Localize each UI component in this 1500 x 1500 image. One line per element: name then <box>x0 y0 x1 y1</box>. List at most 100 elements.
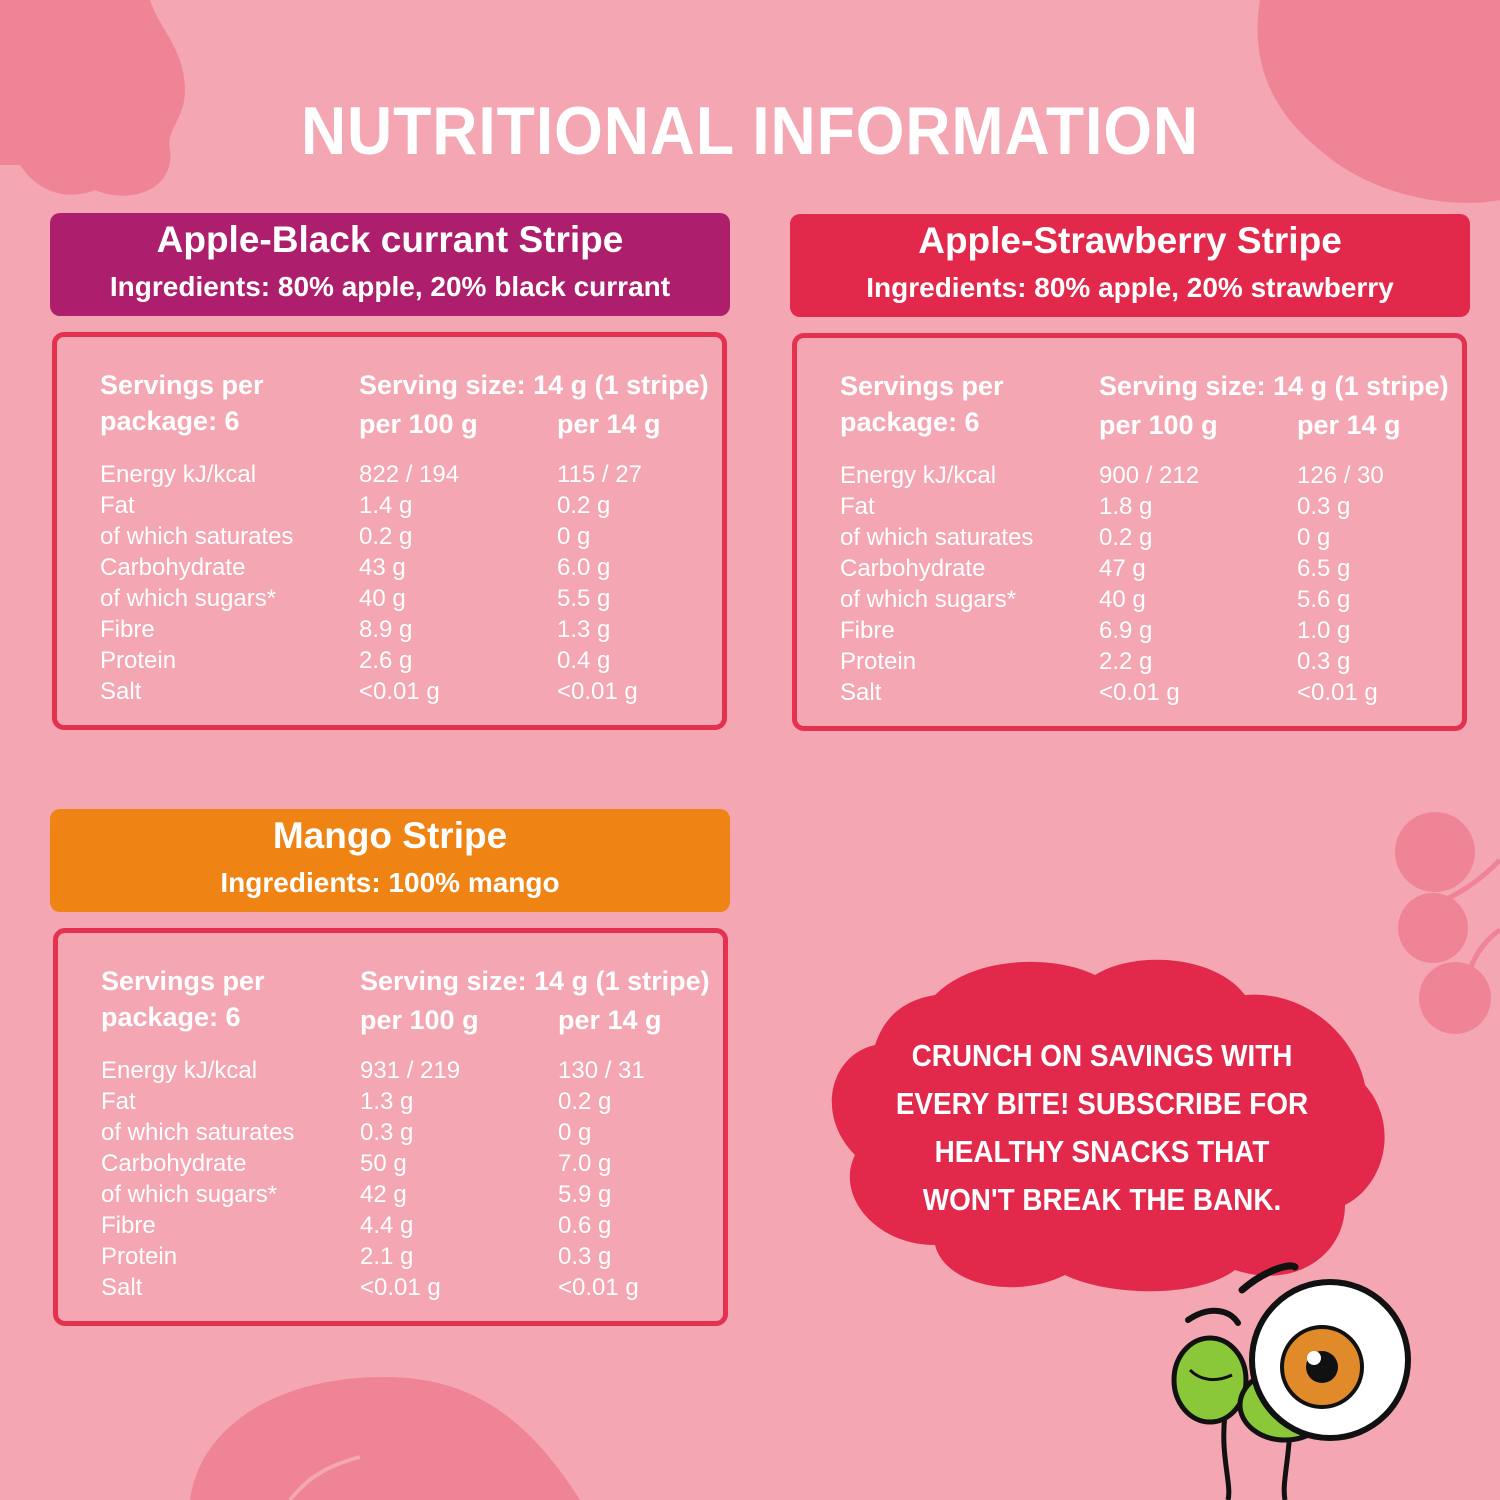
value-per-100g: 4.4 g <box>360 1212 414 1239</box>
column-header-per-14g: per 14 g <box>1297 410 1401 440</box>
column-header-per-100g: per 100 g <box>1099 410 1218 440</box>
value-per-14g: 6.5 g <box>1297 555 1351 582</box>
nutrition-table-blackcurrant: Servings per package: 6 Serving size: 14… <box>52 332 727 730</box>
value-per-100g: 1.3 g <box>360 1088 414 1115</box>
berry-branch-icon <box>1395 812 1500 1034</box>
nutrient-name: of which saturates <box>100 523 294 550</box>
value-per-100g: 1.8 g <box>1099 493 1153 520</box>
value-per-14g: <0.01 g <box>558 1274 639 1301</box>
value-per-100g: 8.9 g <box>359 616 413 643</box>
value-per-14g: 0.2 g <box>557 492 611 519</box>
value-per-100g: 822 / 194 <box>359 461 460 488</box>
serving-size: Serving size: 14 g (1 stripe) <box>360 966 710 996</box>
product-header-strawberry: Apple-Strawberry Stripe Ingredients: 80%… <box>790 214 1470 317</box>
nutrient-name: Energy kJ/kcal <box>840 462 997 489</box>
nutrient-name: Carbohydrate <box>840 555 986 582</box>
servings-per-package: Servings per package: 6 <box>100 370 264 436</box>
value-per-100g: 40 g <box>1099 586 1146 613</box>
serving-size: Serving size: 14 g (1 stripe) <box>359 370 709 400</box>
value-per-14g: 1.3 g <box>557 616 611 643</box>
value-per-14g: <0.01 g <box>1297 679 1378 706</box>
value-per-100g: 40 g <box>359 585 406 612</box>
value-per-100g: 2.6 g <box>359 647 413 674</box>
product-header-blackcurrant: Apple-Black currant Stripe Ingredients: … <box>50 213 730 316</box>
value-per-14g: 6.0 g <box>557 554 611 581</box>
product-name: Apple-Strawberry Stripe <box>918 220 1342 261</box>
leaf-decoration-icon <box>190 1376 580 1500</box>
nutrient-name: Carbohydrate <box>100 554 246 581</box>
nutrient-name: Carbohydrate <box>101 1150 247 1177</box>
column-header-per-100g: per 100 g <box>360 1005 479 1035</box>
column-header-per-100g: per 100 g <box>359 409 478 439</box>
value-per-14g: 5.5 g <box>557 585 611 612</box>
berry-leaf-icon <box>0 0 185 196</box>
nutrient-name: Protein <box>840 648 917 675</box>
nutrient-name: of which saturates <box>101 1119 295 1146</box>
value-per-100g: 0.3 g <box>360 1119 414 1146</box>
nutrient-name: Salt <box>100 678 142 705</box>
value-per-14g: 0.2 g <box>558 1088 612 1115</box>
value-per-14g: 0 g <box>557 523 591 550</box>
value-per-100g: 42 g <box>360 1181 407 1208</box>
nutrition-table-strawberry: Servings per package: 6 Serving size: 14… <box>792 333 1467 731</box>
value-per-14g: 0 g <box>1297 524 1331 551</box>
value-per-100g: 0.2 g <box>1099 524 1153 551</box>
product-name: Mango Stripe <box>272 815 508 856</box>
value-per-100g: 6.9 g <box>1099 617 1153 644</box>
value-per-14g: <0.01 g <box>557 678 638 705</box>
value-per-100g: <0.01 g <box>359 678 440 705</box>
column-header-per-14g: per 14 g <box>558 1005 662 1035</box>
value-per-14g: 7.0 g <box>558 1150 612 1177</box>
page-title: NUTRITIONAL INFORMATION <box>300 93 1200 169</box>
value-per-100g: 2.1 g <box>360 1243 414 1270</box>
value-per-100g: 931 / 219 <box>360 1057 461 1084</box>
nutrient-name: Fat <box>840 493 875 520</box>
nutrient-name: Salt <box>840 679 882 706</box>
nutrient-name: Salt <box>101 1274 143 1301</box>
product-ingredients: Ingredients: 80% apple, 20% strawberry <box>866 272 1394 303</box>
nutrient-name: Energy kJ/kcal <box>100 461 257 488</box>
promo-cloud <box>831 959 1385 1292</box>
value-per-100g: 2.2 g <box>1099 648 1153 675</box>
nutrient-name: Fibre <box>840 617 895 644</box>
value-per-100g: <0.01 g <box>1099 679 1180 706</box>
nutrition-table-mango: Servings per package: 6 Serving size: 14… <box>53 928 728 1326</box>
value-per-100g: 1.4 g <box>359 492 413 519</box>
value-per-14g: 0 g <box>558 1119 592 1146</box>
nutrient-name: of which sugars* <box>101 1181 278 1208</box>
column-header-per-14g: per 14 g <box>557 409 661 439</box>
subscribe-promo-text: CRUNCH ON SAVINGS WITH EVERY BITE! SUBSC… <box>895 1038 1309 1217</box>
nutrient-name: Energy kJ/kcal <box>101 1057 258 1084</box>
value-per-100g: 47 g <box>1099 555 1146 582</box>
value-per-14g: 0.3 g <box>1297 648 1351 675</box>
value-per-14g: 126 / 30 <box>1297 462 1384 489</box>
servings-per-package: Servings per package: 6 <box>840 371 1004 437</box>
value-per-14g: 130 / 31 <box>558 1057 645 1084</box>
nutrient-name: Fat <box>100 492 135 519</box>
product-ingredients: Ingredients: 100% mango <box>220 867 560 898</box>
value-per-14g: 0.3 g <box>558 1243 612 1270</box>
value-per-14g: 0.6 g <box>558 1212 612 1239</box>
nutrient-name: of which saturates <box>840 524 1034 551</box>
blob-decoration-icon <box>1257 0 1500 203</box>
value-per-100g: 50 g <box>360 1150 407 1177</box>
servings-per-package: Servings per package: 6 <box>101 966 265 1032</box>
value-per-14g: 0.4 g <box>557 647 611 674</box>
value-per-100g: 0.2 g <box>359 523 413 550</box>
value-per-14g: 115 / 27 <box>557 461 642 488</box>
product-name: Apple-Black currant Stripe <box>156 219 624 260</box>
nutrient-name: Fat <box>101 1088 136 1115</box>
nutrient-name: Protein <box>100 647 177 674</box>
nutrient-name: of which sugars* <box>100 585 277 612</box>
value-per-100g: <0.01 g <box>360 1274 441 1301</box>
value-per-14g: 5.6 g <box>1297 586 1351 613</box>
product-header-mango: Mango Stripe Ingredients: 100% mango <box>50 809 730 912</box>
value-per-14g: 1.0 g <box>1297 617 1351 644</box>
product-ingredients: Ingredients: 80% apple, 20% black curran… <box>109 271 671 302</box>
nutrient-name: of which sugars* <box>840 586 1017 613</box>
nutrient-name: Protein <box>101 1243 178 1270</box>
nutrient-name: Fibre <box>101 1212 156 1239</box>
value-per-14g: 0.3 g <box>1297 493 1351 520</box>
value-per-100g: 43 g <box>359 554 406 581</box>
eyeball-mascot-icon <box>1171 1262 1411 1500</box>
